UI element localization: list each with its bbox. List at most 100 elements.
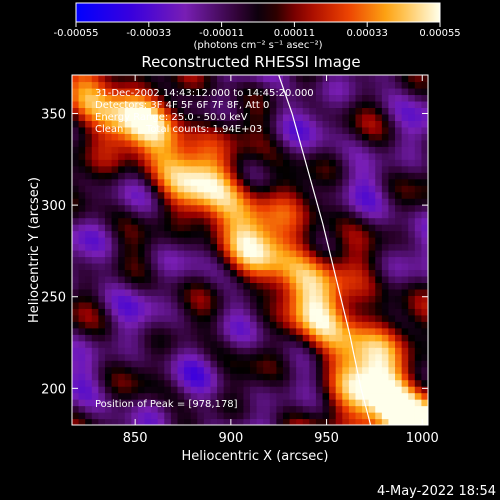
heatmap-cell — [388, 353, 396, 361]
heatmap-cell — [256, 308, 264, 316]
heatmap-cell — [335, 301, 343, 309]
heatmap-cell — [388, 250, 396, 258]
heatmap-cell — [170, 412, 179, 420]
heatmap-cell — [263, 230, 271, 238]
heatmap-cell — [381, 386, 390, 394]
heatmap-cell — [388, 107, 396, 115]
heatmap-cell — [315, 159, 324, 167]
heatmap-cell — [131, 275, 139, 284]
heatmap-cell — [104, 75, 113, 83]
heatmap-cell — [381, 269, 390, 277]
heatmap-cell — [72, 353, 80, 361]
heatmap-cell — [256, 113, 264, 121]
heatmap-cell — [78, 152, 86, 160]
heatmap-cell — [282, 256, 291, 264]
heatmap-cell — [276, 139, 284, 147]
heatmap-image — [72, 75, 428, 425]
heatmap-cell — [144, 282, 152, 290]
heatmap-cell — [362, 120, 370, 128]
heatmap-cell — [329, 308, 337, 316]
heatmap-cell — [217, 321, 225, 329]
heatmap-cell — [72, 217, 80, 225]
heatmap-cell — [335, 256, 343, 264]
heatmap-cell — [111, 243, 119, 251]
heatmap-cell — [375, 373, 383, 381]
heatmap-cell — [282, 314, 291, 322]
heatmap-cell — [190, 301, 198, 309]
heatmap-cell — [72, 165, 80, 173]
heatmap-cell — [335, 230, 343, 238]
heatmap-cell — [124, 379, 132, 387]
heatmap-cell — [236, 113, 244, 121]
heatmap-cell — [144, 340, 152, 348]
heatmap-cell — [342, 418, 350, 425]
heatmap-cell — [329, 107, 337, 115]
heatmap-cell — [210, 347, 218, 355]
heatmap-cell — [78, 360, 86, 368]
heatmap-cell — [85, 204, 93, 212]
heatmap-cell — [230, 94, 238, 102]
heatmap-cell — [170, 360, 179, 368]
heatmap-cell — [217, 100, 225, 109]
heatmap-cell — [137, 301, 146, 309]
heatmap-cell — [401, 204, 409, 212]
heatmap-cell — [98, 405, 106, 413]
heatmap-cell — [170, 334, 179, 342]
heatmap-cell — [131, 191, 139, 199]
heatmap-cell — [421, 94, 428, 102]
heatmap-cell — [170, 217, 179, 225]
heatmap-cell — [164, 340, 172, 348]
heatmap-cell — [223, 347, 231, 355]
heatmap-cell — [243, 172, 251, 180]
heatmap-cell — [368, 288, 376, 296]
heatmap-cell — [381, 288, 390, 296]
heatmap-cell — [368, 159, 376, 167]
heatmap-cell — [256, 392, 264, 400]
heatmap-cell — [282, 418, 291, 425]
heatmap-cell — [230, 334, 238, 342]
heatmap-cell — [190, 405, 198, 413]
heatmap-cell — [210, 87, 218, 96]
heatmap-cell — [250, 133, 258, 141]
heatmap-cell — [342, 204, 350, 212]
heatmap-cell — [315, 295, 324, 303]
heatmap-cell — [91, 308, 99, 316]
heatmap-cell — [157, 386, 165, 394]
heatmap-cell — [408, 113, 416, 121]
heatmap-cell — [348, 353, 357, 361]
heatmap-cell — [342, 269, 350, 277]
heatmap-cell — [164, 165, 172, 173]
heatmap-cell — [170, 301, 179, 309]
heatmap-cell — [236, 94, 244, 102]
heatmap-cell — [144, 301, 152, 309]
heatmap-cell — [355, 185, 363, 193]
heatmap-cell — [250, 399, 258, 407]
heatmap-cell — [289, 211, 297, 219]
heatmap-cell — [184, 191, 192, 199]
heatmap-cell — [131, 262, 139, 271]
heatmap-cell — [250, 250, 258, 258]
heatmap-cell — [368, 412, 376, 420]
heatmap-cell — [375, 107, 383, 115]
heatmap-cell — [335, 282, 343, 290]
heatmap-cell — [72, 120, 80, 128]
heatmap-cell — [408, 211, 416, 219]
heatmap-cell — [315, 139, 324, 147]
heatmap-cell — [177, 224, 185, 232]
heatmap-cell — [223, 301, 231, 309]
heatmap-cell — [78, 139, 86, 147]
heatmap-cell — [263, 224, 271, 232]
heatmap-cell — [296, 256, 304, 264]
heatmap-cell — [230, 360, 238, 368]
heatmap-cell — [223, 120, 231, 128]
heatmap-cell — [72, 347, 80, 355]
heatmap-cell — [118, 185, 126, 193]
heatmap-cell — [388, 75, 396, 83]
heatmap-cell — [375, 282, 383, 290]
heatmap-cell — [177, 282, 185, 290]
heatmap-cell — [395, 211, 403, 219]
heatmap-cell — [381, 405, 390, 413]
heatmap-cell — [322, 282, 330, 290]
heatmap-cell — [362, 282, 370, 290]
heatmap-cell — [164, 237, 172, 245]
